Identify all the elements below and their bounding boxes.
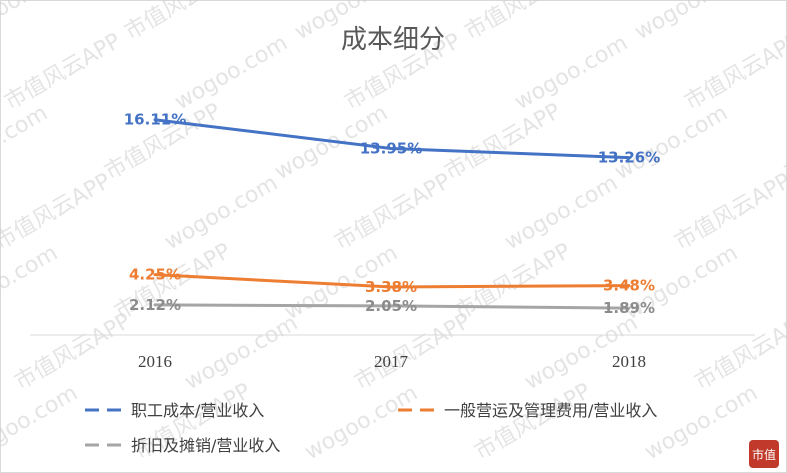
seal-logo: 市值 [749,440,779,468]
data-label: 3.38% [365,278,417,296]
data-point [390,305,392,307]
watermark-text: 市值风云APP [691,309,787,395]
data-point [628,285,630,287]
series-layer: 16.11% 13.95% 13.26% 4.25% 3.38% 3.48% 2.12% 2.… [124,111,660,317]
watermark-text: 市值风云APP [441,99,566,185]
watermark-text: 市值风云APP [0,169,115,255]
data-point [390,286,392,288]
watermark-text: 市值风云APP [11,309,136,395]
x-tick-label: 2016 [138,352,172,371]
data-label: 2.12% [129,296,181,314]
data-label: 4.25% [129,266,181,284]
legend-label: 折旧及摊销/营业收入 [131,436,280,455]
watermark-text: wogoo.com [171,31,293,116]
data-point [154,119,156,121]
watermark-text: 市值风云APP [121,0,246,45]
data-point [154,274,156,276]
data-label: 3.48% [603,277,655,295]
watermark-text: wogoo.com [611,101,733,186]
watermark-text: wogoo.com [0,241,62,326]
data-label: 1.89% [603,299,655,317]
watermark-text: wogoo.com [0,101,52,186]
data-point [154,304,156,306]
watermark-text: wogoo.com [0,381,82,466]
x-tick-label: 2017 [374,352,409,371]
data-label: 2.05% [365,297,417,315]
watermark-text: 市值风云APP [351,309,476,395]
watermark-text: wogoo.com [0,0,72,45]
watermark-text: 市值风云APP [681,29,787,115]
data-point [628,307,630,309]
x-axis-ticks: 2016 2017 2018 [138,352,646,371]
watermark-text: 市值风云APP [461,0,586,45]
seal-text: 市值 [752,447,776,462]
legend-label: 一般营运及管理费用/营业收入 [444,401,657,420]
watermark-text: 市值风云APP [331,169,456,255]
chart-title: 成本细分 [341,25,445,55]
watermark-text: 市值风云APP [1,29,126,115]
data-point [390,147,392,149]
watermark-text: wogoo.com [631,0,753,45]
legend-label: 职工成本/营业收入 [131,401,264,420]
data-label: 13.26% [598,149,660,167]
data-label: 13.95% [360,139,422,157]
data-label: 16.11% [124,111,186,129]
x-tick-label: 2018 [612,352,646,371]
watermark-text: wogoo.com [511,31,633,116]
data-point [628,157,630,159]
